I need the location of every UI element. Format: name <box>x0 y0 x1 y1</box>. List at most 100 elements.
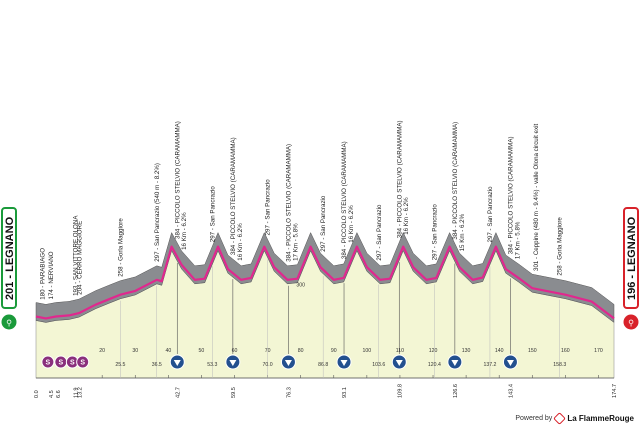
annotation-label: 15 Km - 6.2% <box>459 213 466 251</box>
annotation-label: 16 Km - 6.2% <box>181 212 188 250</box>
annotations-layer: 180 - PARABIAGO 174 - NERVIANO 193 - SAN V… <box>40 120 564 299</box>
distance-ticks: 20 30 40 50 60 70 80 90 100 110 120 130 140 150 160 170… <box>36 259 614 379</box>
brand-logo-icon <box>553 412 567 425</box>
annotation-label: 174 - NERVIANO <box>48 251 55 299</box>
finish-label: 196 - LEGNANO <box>626 216 638 300</box>
annotation-label: 258 - Gorla Maggiore <box>557 217 564 276</box>
distance-tick-label: 140 <box>495 348 504 354</box>
annotation-label: 17 Km - 5.8% <box>514 221 521 259</box>
minor-tick-label: 86.8 <box>318 362 328 368</box>
route-line <box>35 245 615 320</box>
minor-tick-label: 158.3 <box>553 362 566 368</box>
bike-icon-finish <box>623 314 639 330</box>
start-label: 201 - LEGNANO <box>4 216 16 300</box>
annotation-label: 297 - San Pancrazio <box>431 204 438 261</box>
distance-tick-label: 160 <box>561 348 570 354</box>
sprint-marker-label: S <box>46 360 51 367</box>
finish-badge: 196 - LEGNANO ⚲ <box>623 207 639 330</box>
annotation-label: 204 - CERRO MAGGIORE <box>77 221 84 295</box>
minor-tick-label: 103.6 <box>372 362 385 368</box>
annotation-label: 384 - PICCOLO STELVIO (CARAMAMMA) <box>452 122 459 240</box>
climb-marker-chevron-icon <box>395 360 403 366</box>
bottom-distance-label: 76.3 <box>286 387 292 398</box>
climb-markers <box>169 262 518 370</box>
sprint-marker-label: S <box>80 360 85 367</box>
annotation-label: 258 - Gorla Maggiore <box>117 218 124 277</box>
annotation-label: 16 Km - 6.2% <box>403 197 410 235</box>
distance-tick-label: 120 <box>429 348 438 354</box>
annotation-label: 297 - San Pancrazio (540 m - 8.2%) <box>154 163 161 262</box>
bottom-distance-label: 0.0 <box>34 390 40 398</box>
bottom-distance-label: 4.5 <box>49 390 55 398</box>
bottom-distance-label: 143.4 <box>508 384 514 398</box>
climb-marker-chevron-icon <box>506 360 514 366</box>
altitude-label-300: 300 <box>296 283 305 289</box>
distance-tick-label: 100 <box>363 348 372 354</box>
annotation-label: 297 - San Pancrazio <box>320 195 327 252</box>
powered-by-text: Powered by <box>515 415 553 422</box>
annotation-label: 301 - Ceppine (480 m - 9.4%) - valle Olo… <box>533 124 540 271</box>
bottom-distance-label: 93.1 <box>342 387 348 398</box>
climb-marker-chevron-icon <box>284 360 292 366</box>
annotation-label: 384 - PICCOLO STELVIO (CARAMAMMA) <box>507 136 514 254</box>
altitude-gridline: 300 <box>296 283 305 289</box>
bottom-distance-label: 126.6 <box>453 384 459 398</box>
distance-tick-label: 150 <box>528 348 537 354</box>
distance-tick-label: 60 <box>232 348 238 354</box>
climb-marker-chevron-icon <box>173 360 181 366</box>
distance-tick-label: 130 <box>462 348 471 354</box>
minor-tick-label: 25.5 <box>115 362 125 368</box>
bottom-distance-label: 174.7 <box>612 384 618 398</box>
annotation-label: 16 Km - 6.2% <box>348 205 355 243</box>
minor-tick-label: 53.3 <box>207 362 217 368</box>
powered-by: Powered by La FlammeRouge <box>515 412 634 425</box>
bottom-distance-label: 11.9 <box>73 388 79 398</box>
start-badge: 201 - LEGNANO ⚲ <box>1 207 17 330</box>
minor-tick-label: 137.2 <box>483 362 496 368</box>
annotation-label: 297 - San Pancrazio <box>376 204 383 261</box>
sprint-marker-circle <box>41 355 55 369</box>
terrain-area <box>35 231 615 323</box>
annotation-label: 297 - San Pancrazio <box>209 186 216 243</box>
distance-tick-label: 40 <box>165 348 171 354</box>
annotation-label: 17 Km - 5.8% <box>292 223 299 261</box>
bottom-distance-label: 13.2 <box>78 387 84 398</box>
bike-glyph-finish: ⚲ <box>628 319 634 328</box>
annotation-label: 193 - SAN VITTORE OLONA <box>72 215 79 296</box>
bottom-labels: 0.0 4.5 6.6 11.913.2 42.7 59.5 76.3 93.1 109.8 12… <box>34 384 618 398</box>
distance-tick-label: 170 <box>594 348 603 354</box>
annotation-label: 384 - PICCOLO STELVIO (CARAMAMMA) <box>285 144 292 262</box>
sprint-marker-label: S <box>59 360 64 367</box>
annotation-label: 384 - PICCOLO STELVIO (CARAMAMMA) <box>230 137 237 255</box>
bottom-distance-label: 59.5 <box>231 387 237 398</box>
annotation-label: 297 - San Pancrazio <box>487 186 494 243</box>
terrain-shape <box>35 231 615 323</box>
minor-tick-label: 120.4 <box>428 362 441 368</box>
minor-tick-label: 36.5 <box>152 362 162 368</box>
bottom-distance-label: 109.8 <box>397 384 403 398</box>
distance-tick-label: 20 <box>99 348 105 354</box>
sprint-marker-circle <box>76 355 90 369</box>
distance-tick-label: 110 <box>396 348 404 354</box>
bottom-distance-label: 6.6 <box>56 390 62 398</box>
annotation-label: 384 - PICCOLO STELVIO (CARAMAMMA) <box>396 120 403 238</box>
climb-marker-chevron-icon <box>340 360 348 366</box>
bike-icon-start <box>1 314 17 330</box>
sprint-marker-label: S <box>70 360 75 367</box>
annotation-label: 297 - San Pancrazio <box>265 179 272 236</box>
bottom-distance-label: 42.7 <box>175 387 181 398</box>
climb-marker-chevron-icon <box>229 360 237 366</box>
annotation-label: 180 - PARABIAGO <box>40 248 47 300</box>
distance-tick-label: 80 <box>298 348 304 354</box>
annotation-label: 16 Km - 6.2% <box>237 223 244 261</box>
annotation-label: 384 - PICCOLO STELVIO (CARAMAMMA) <box>341 141 348 259</box>
brand-name: La FlammeRouge <box>567 414 634 423</box>
annotation-label: 384 - PICCOLO STELVIO (CARAMAMMA) <box>174 121 181 239</box>
minor-tick-label: 70.0 <box>263 362 273 368</box>
distance-tick-label: 30 <box>132 348 138 354</box>
climb-marker-chevron-icon <box>451 360 459 366</box>
distance-tick-label: 90 <box>331 348 337 354</box>
bike-glyph-start: ⚲ <box>6 319 12 328</box>
